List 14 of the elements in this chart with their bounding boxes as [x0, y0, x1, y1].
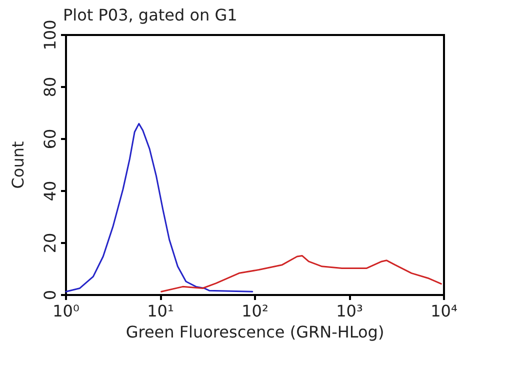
y-tick-label: 100 [40, 20, 60, 50]
y-tick-label: 20 [40, 232, 60, 254]
y-tick-label: 80 [40, 76, 60, 98]
y-axis-title: Count [8, 141, 28, 189]
x-axis-title: Green Fluorescence (GRN-HLog) [126, 322, 384, 342]
y-tick-label: 0 [40, 290, 60, 300]
x-tick-label: 10¹ [147, 302, 174, 320]
y-tick-label: 40 [40, 180, 60, 202]
x-tick-label: 10³ [336, 302, 363, 320]
x-tick-label: 10⁰ [52, 302, 80, 320]
y-tick-label: 60 [40, 128, 60, 150]
x-tick-label: 10⁴ [430, 302, 458, 320]
chart-title: Plot P03, gated on G1 [63, 6, 238, 24]
x-tick-label: 10² [242, 302, 268, 320]
